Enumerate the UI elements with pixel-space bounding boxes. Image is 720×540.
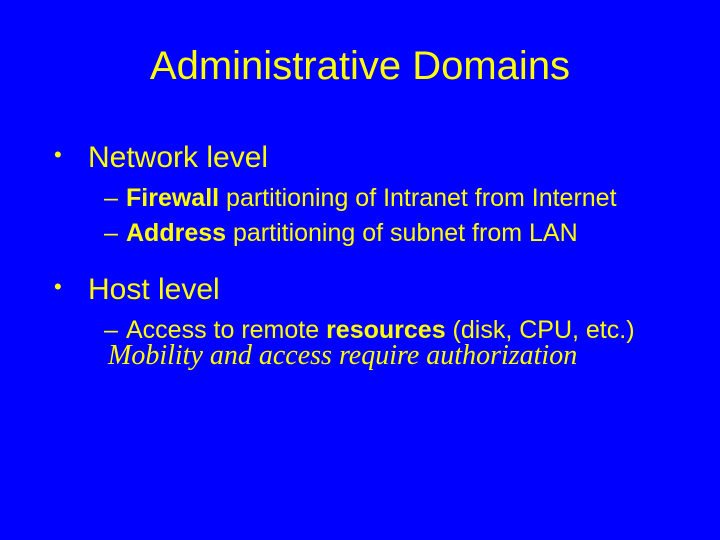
dash-icon: – (104, 218, 126, 249)
bold-term: Firewall (126, 184, 219, 212)
subbullet-text: Address partitioning of subnet from LAN (126, 218, 578, 249)
slide-body: •Network level –Firewall partitioning of… (0, 139, 720, 372)
dash-icon: – (104, 183, 126, 214)
bullet-label: Host level (88, 273, 220, 306)
bullet-label: Network level (88, 141, 268, 174)
bullet-icon: • (54, 141, 88, 169)
rest-text: partitioning of Intranet from Internet (219, 184, 616, 212)
bullet-icon: • (54, 273, 88, 301)
slide: Administrative Domains •Network level –F… (0, 0, 720, 540)
rest-text: partitioning of subnet from LAN (226, 219, 578, 247)
bullet-host-level: •Host level (54, 271, 680, 309)
bullet-network-level: •Network level (54, 139, 680, 177)
subbullet-text: Firewall partitioning of Intranet from I… (126, 183, 617, 214)
bold-term: Address (126, 219, 226, 247)
subbullet-firewall: –Firewall partitioning of Intranet from … (104, 183, 680, 214)
subbullet-address: –Address partitioning of subnet from LAN (104, 218, 680, 249)
slide-title: Administrative Domains (0, 0, 720, 117)
